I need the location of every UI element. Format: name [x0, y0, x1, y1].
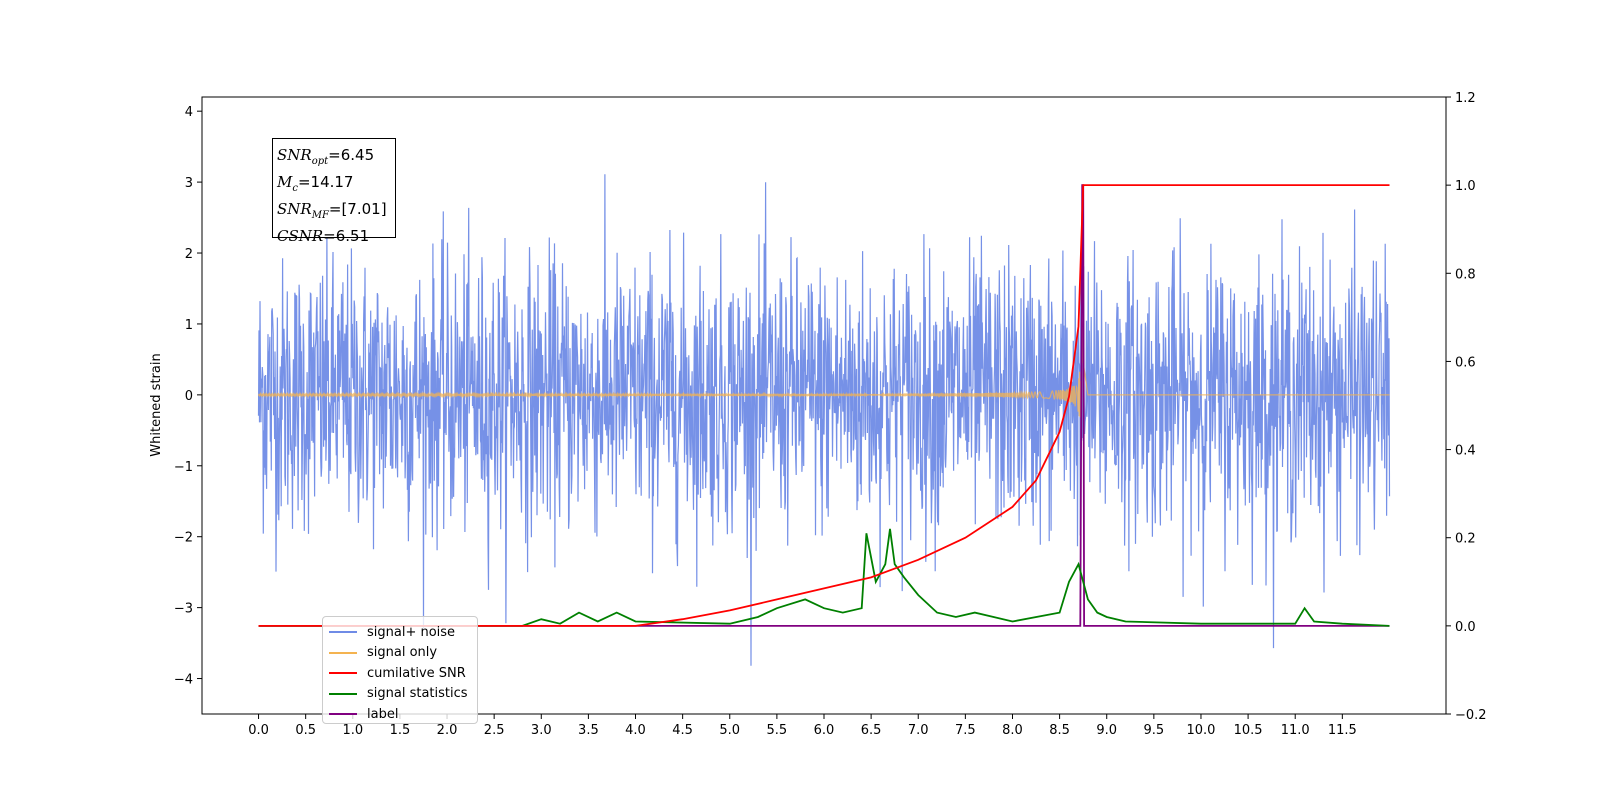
legend-swatch	[329, 631, 357, 634]
y-tick-label: −4	[174, 673, 193, 688]
x-tick-label: 3.0	[531, 723, 552, 738]
x-tick-label: 0.0	[248, 723, 269, 738]
legend: signal+ noise signal only cumilative SNR…	[322, 616, 478, 724]
x-tick-label: 2.0	[437, 723, 458, 738]
x-tick-label: 5.5	[767, 723, 788, 738]
signal-only-line	[257, 321, 1390, 440]
series-line-signal-statistics	[258, 528, 1390, 627]
signal-plus-noise-series	[257, 174, 1391, 666]
legend-label: signal only	[367, 645, 438, 661]
y2-tick-label: 0.6	[1455, 355, 1476, 370]
y-tick-label: 1	[185, 318, 193, 333]
x-tick-label: 7.5	[955, 723, 976, 738]
right-axis-series	[258, 184, 1390, 627]
legend-label: cumilative SNR	[367, 665, 466, 681]
legend-item-signal-statistics: signal statistics	[329, 684, 477, 705]
x-tick-label: 1.0	[342, 723, 363, 738]
stat-snr-opt: SNRopt=6.45	[277, 146, 375, 167]
x-tick-label: 11.0	[1281, 723, 1310, 738]
legend-item-signal-noise: signal+ noise	[329, 622, 477, 643]
y2-tick-label: 0.8	[1455, 267, 1476, 282]
y-tick-label: −1	[174, 460, 193, 475]
y-axis-left: 4 3 2 1 0 −1 −2 −3 −4	[174, 105, 202, 688]
x-tick-label: 1.5	[390, 723, 411, 738]
series-line-cumilative-snr	[258, 184, 1390, 627]
legend-swatch	[329, 713, 357, 716]
stat-csnr: CSNR=6.51	[277, 227, 370, 245]
legend-label: signal+ noise	[367, 624, 456, 640]
x-tick-label: 7.0	[908, 723, 929, 738]
y2-tick-label: 0.4	[1455, 444, 1476, 459]
x-tick-label: 8.0	[1002, 723, 1023, 738]
y2-tick-label: 1.2	[1455, 91, 1476, 106]
y2-tick-label: 1.0	[1455, 179, 1476, 194]
y-tick-label: 4	[185, 105, 193, 120]
x-axis: 0.0 0.5 1.0 1.5 2.0 2.5 3.0 3.5 4.0 4.5 5.0 5.5 6.0 6…	[248, 714, 1357, 738]
x-tick-label: 3.5	[578, 723, 599, 738]
x-tick-label: 10.5	[1234, 723, 1263, 738]
y-tick-label: 3	[185, 176, 193, 191]
x-tick-label: 4.5	[672, 723, 693, 738]
x-tick-label: 5.0	[719, 723, 740, 738]
y2-tick-label: 0.2	[1455, 532, 1476, 547]
x-tick-label: 10.0	[1186, 723, 1215, 738]
signal-only-series	[257, 321, 1390, 440]
x-tick-label: 9.5	[1144, 723, 1165, 738]
legend-item-signal-only: signal only	[329, 643, 477, 664]
y-tick-label: 2	[185, 247, 193, 262]
x-tick-label: 8.5	[1049, 723, 1070, 738]
stats-annotation-box: SNRopt=6.45 Mc=14.17 SNRMF=[7.01] CSNR=6…	[272, 138, 396, 245]
signal-plus-noise-line	[257, 174, 1391, 666]
x-tick-label: 2.5	[484, 723, 505, 738]
stat-mc: Mc=14.17	[277, 173, 354, 194]
y-axis-right: 1.2 1.0 0.8 0.6 0.4 0.2 0.0 −0.2	[1446, 91, 1487, 723]
y2-tick-label: −0.2	[1455, 708, 1487, 723]
y-tick-label: 0	[185, 389, 193, 404]
legend-item-label: label	[329, 704, 477, 725]
x-tick-label: 6.0	[814, 723, 835, 738]
y-tick-label: −3	[174, 602, 193, 617]
x-tick-label: 11.5	[1328, 723, 1357, 738]
x-tick-label: 0.5	[295, 723, 316, 738]
x-tick-label: 9.0	[1096, 723, 1117, 738]
legend-label: label	[367, 706, 399, 722]
x-tick-label: 4.0	[625, 723, 646, 738]
legend-swatch	[329, 651, 357, 654]
legend-swatch	[329, 692, 357, 695]
y2-tick-label: 0.0	[1455, 620, 1476, 635]
legend-item-cumulative-snr: cumilative SNR	[329, 663, 477, 684]
stat-snr-mf: SNRMF=[7.01]	[277, 200, 387, 221]
y-axis-title: Whitened strain	[149, 353, 164, 456]
y-tick-label: −2	[174, 531, 193, 546]
x-tick-label: 6.5	[861, 723, 882, 738]
legend-label: signal statistics	[367, 686, 468, 702]
legend-swatch	[329, 672, 357, 675]
